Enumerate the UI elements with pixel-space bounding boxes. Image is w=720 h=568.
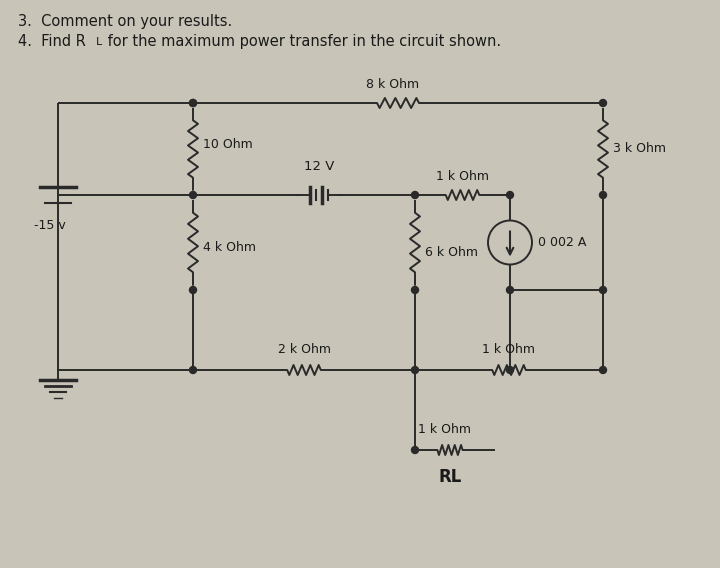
Text: 8 k Ohm: 8 k Ohm — [366, 78, 420, 91]
Text: RL: RL — [438, 468, 462, 486]
Text: 3 k Ohm: 3 k Ohm — [613, 143, 666, 156]
Circle shape — [189, 99, 197, 107]
Text: -15 v: -15 v — [34, 219, 66, 232]
Text: 6 k Ohm: 6 k Ohm — [425, 246, 478, 259]
Circle shape — [412, 446, 418, 453]
Circle shape — [600, 99, 606, 107]
Text: 2 k Ohm: 2 k Ohm — [277, 343, 330, 356]
Text: 10 Ohm: 10 Ohm — [203, 137, 253, 151]
Circle shape — [506, 191, 513, 198]
Circle shape — [412, 286, 418, 294]
Circle shape — [506, 366, 513, 374]
Text: 4.  Find R: 4. Find R — [18, 34, 86, 49]
Text: 4 k Ohm: 4 k Ohm — [203, 241, 256, 254]
Circle shape — [189, 286, 197, 294]
Circle shape — [600, 286, 606, 294]
Text: for the maximum power transfer in the circuit shown.: for the maximum power transfer in the ci… — [103, 34, 501, 49]
Circle shape — [412, 366, 418, 374]
Circle shape — [189, 191, 197, 198]
Text: 12 V: 12 V — [304, 160, 334, 173]
Text: 1 k Ohm: 1 k Ohm — [482, 343, 536, 356]
Text: 3.  Comment on your results.: 3. Comment on your results. — [18, 14, 233, 29]
Circle shape — [189, 99, 197, 107]
Circle shape — [412, 191, 418, 198]
Text: L: L — [96, 37, 102, 47]
Circle shape — [506, 286, 513, 294]
Text: 0 002 A: 0 002 A — [538, 236, 586, 249]
Circle shape — [600, 366, 606, 374]
Text: 1 k Ohm: 1 k Ohm — [418, 423, 472, 436]
Text: 1 k Ohm: 1 k Ohm — [436, 170, 489, 183]
Circle shape — [189, 366, 197, 374]
Circle shape — [600, 191, 606, 198]
